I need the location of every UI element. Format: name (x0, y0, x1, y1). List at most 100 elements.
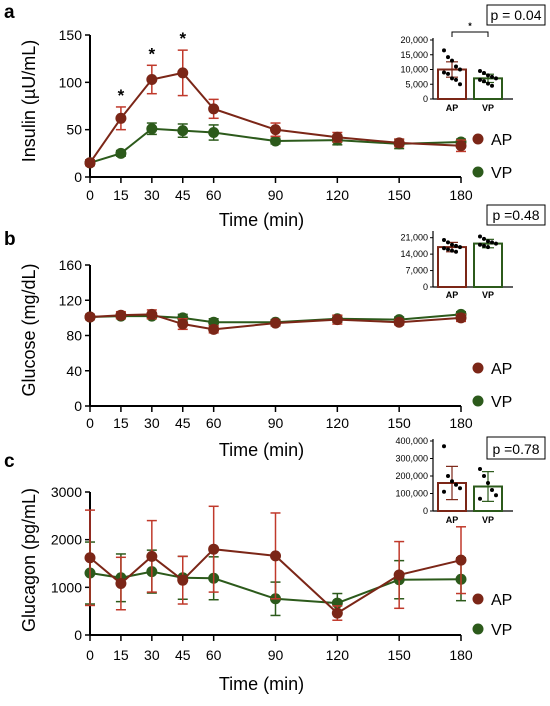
significance-star: * (118, 86, 125, 105)
y-tick-label: 80 (66, 328, 82, 344)
inset-y-tick-label: 10,000 (400, 65, 428, 75)
inset-y-tick-label: 15,000 (400, 50, 428, 60)
panel-letter: a (4, 2, 15, 23)
inset-point (482, 79, 486, 84)
y-axis-label: Glucagon (pg/mL) (19, 488, 39, 632)
inset-bar-chart: 0 7,000 14,000 21,000 AP VP (400, 231, 513, 300)
y-tick-label: 0 (74, 627, 82, 643)
y-tick-label: 50 (66, 122, 82, 138)
x-tick-label: 90 (268, 187, 284, 203)
legend-marker-ap (472, 593, 484, 605)
inset-point (450, 242, 454, 247)
inset-category-label: VP (482, 290, 494, 300)
inset-point (454, 77, 458, 82)
inset-point (486, 481, 490, 485)
inset-point (478, 242, 482, 247)
inset-bar-chart: 0 5,000 10,000 15,000 20,000 AP VP * (400, 21, 513, 113)
x-tick-label: 45 (175, 647, 191, 663)
data-point (177, 574, 189, 586)
pvalue-label: p =0.48 (492, 207, 539, 223)
x-tick-label: 180 (449, 415, 473, 431)
data-point (115, 309, 127, 321)
bracket-star: * (468, 21, 472, 31)
inset-category-label: AP (446, 515, 459, 525)
x-tick-label: 180 (449, 647, 473, 663)
inset-point (478, 68, 482, 73)
x-tick-label: 15 (113, 647, 129, 663)
y-tick-label: 160 (59, 257, 83, 273)
inset-category-label: VP (482, 103, 494, 113)
pvalue-label: p =0.78 (492, 441, 539, 457)
x-tick-label: 60 (206, 415, 222, 431)
inset-point (490, 240, 494, 245)
inset-y-tick-label: 7,000 (405, 266, 428, 276)
data-point (146, 123, 158, 135)
inset-point (442, 246, 446, 251)
x-tick-label: 30 (144, 187, 160, 203)
legend-label-vp: VP (491, 622, 512, 639)
data-point (270, 317, 281, 329)
inset-point (478, 496, 482, 501)
x-tick-label: 150 (387, 647, 411, 663)
pvalue-box (486, 4, 546, 26)
x-tick-label: 90 (268, 647, 284, 663)
x-axis-label: Time (min) (219, 440, 304, 460)
data-point (331, 314, 343, 326)
inset-point (458, 82, 462, 87)
inset-point (442, 48, 446, 53)
inset-y-tick-label: 21,000 (400, 233, 428, 243)
y-tick-label: 150 (59, 27, 83, 43)
legend-label-ap: AP (491, 592, 512, 609)
inset-point (494, 76, 498, 81)
panel-b: b 0 40 80 120 160 0 15 30 45 60 90 120 150 180 Time (mi… (4, 204, 546, 460)
legend-marker-vp (472, 395, 484, 407)
inset-point (454, 243, 458, 248)
data-point (146, 550, 158, 562)
data-point (270, 124, 281, 136)
x-tick-label: 120 (326, 187, 350, 203)
inset-point (486, 245, 490, 250)
data-point (177, 125, 189, 137)
x-tick-label: 0 (86, 647, 94, 663)
x-tick-label: 90 (268, 415, 284, 431)
data-point (331, 607, 343, 619)
inset-point (454, 64, 458, 69)
inset-bar-chart: 0 100,000 200,000 300,000 400,000 AP VP (395, 436, 513, 525)
inset-point (442, 238, 446, 243)
inset-y-tick-label: 300,000 (395, 454, 428, 464)
pvalue-box (486, 204, 546, 226)
y-tick-label: 1000 (51, 579, 82, 595)
significance-star: * (179, 29, 186, 48)
y-tick-label: 0 (74, 398, 82, 414)
inset-point (458, 67, 462, 72)
panel-c: c 0 1000 2000 3000 0 15 30 45 60 90 120 150 180 Time (… (4, 436, 546, 694)
inset-category-label: VP (482, 515, 494, 525)
x-tick-label: 60 (206, 647, 222, 663)
inset-point (482, 243, 486, 248)
inset-point (486, 239, 490, 244)
data-point (208, 127, 220, 139)
inset-bar-ap (437, 246, 467, 289)
data-point (208, 543, 220, 555)
data-point (146, 73, 158, 85)
legend-label-vp: VP (491, 394, 512, 411)
pvalue-box (486, 436, 546, 460)
inset-point (450, 76, 454, 81)
data-point (455, 140, 467, 152)
inset-point (486, 81, 490, 86)
inset-bar-vp (473, 242, 503, 288)
inset-point (442, 70, 446, 75)
x-tick-label: 120 (326, 415, 350, 431)
data-point (177, 67, 189, 79)
inset-y-tick-label: 0 (423, 506, 428, 516)
x-axis-label: Time (min) (219, 674, 304, 694)
legend-marker-ap (472, 133, 484, 145)
data-point (455, 312, 467, 324)
data-point (393, 569, 405, 581)
inset-point (454, 482, 458, 487)
inset-y-tick-label: 0 (423, 282, 428, 292)
inset-point (450, 479, 454, 484)
inset-point (446, 71, 450, 76)
inset-point (482, 236, 486, 241)
data-point (270, 550, 281, 562)
